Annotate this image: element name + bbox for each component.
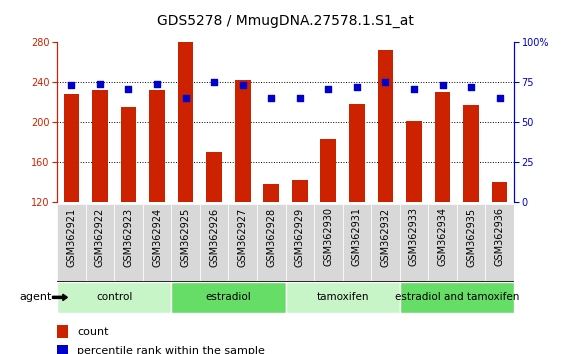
Bar: [406, 121, 422, 202]
FancyBboxPatch shape: [457, 204, 485, 281]
Text: GSM362935: GSM362935: [466, 207, 476, 267]
Point: [95, 81, 104, 87]
FancyBboxPatch shape: [485, 204, 514, 281]
Text: agent: agent: [19, 292, 51, 302]
Bar: [63, 94, 79, 202]
FancyBboxPatch shape: [228, 204, 257, 281]
FancyBboxPatch shape: [400, 282, 514, 313]
Text: GSM362921: GSM362921: [66, 207, 77, 267]
Text: GSM362930: GSM362930: [323, 207, 333, 267]
Text: GDS5278 / MmugDNA.27578.1.S1_at: GDS5278 / MmugDNA.27578.1.S1_at: [157, 14, 414, 28]
Text: estradiol and tamoxifen: estradiol and tamoxifen: [395, 292, 519, 302]
FancyBboxPatch shape: [428, 204, 457, 281]
Text: GSM362924: GSM362924: [152, 207, 162, 267]
Text: GSM362936: GSM362936: [494, 207, 505, 267]
Point: [324, 86, 333, 92]
Text: control: control: [96, 292, 132, 302]
FancyBboxPatch shape: [286, 204, 314, 281]
Point: [238, 82, 247, 88]
Bar: [235, 80, 251, 202]
Text: GSM362922: GSM362922: [95, 207, 105, 267]
Point: [409, 86, 419, 92]
Text: GSM362932: GSM362932: [380, 207, 391, 267]
Bar: [149, 90, 165, 202]
Point: [381, 80, 390, 85]
Text: estradiol: estradiol: [206, 292, 251, 302]
Text: GSM362933: GSM362933: [409, 207, 419, 267]
FancyBboxPatch shape: [286, 282, 400, 313]
Text: GSM362928: GSM362928: [266, 207, 276, 267]
FancyBboxPatch shape: [57, 282, 171, 313]
Bar: [349, 104, 365, 202]
FancyBboxPatch shape: [171, 204, 200, 281]
Text: GSM362926: GSM362926: [209, 207, 219, 267]
Bar: [120, 107, 136, 202]
Bar: [57, 345, 68, 354]
Text: tamoxifen: tamoxifen: [316, 292, 369, 302]
Text: GSM362923: GSM362923: [123, 207, 134, 267]
FancyBboxPatch shape: [171, 282, 286, 313]
Text: GSM362931: GSM362931: [352, 207, 362, 267]
Bar: [206, 152, 222, 202]
Point: [295, 96, 304, 101]
Point: [210, 80, 219, 85]
Bar: [292, 180, 308, 202]
FancyBboxPatch shape: [57, 204, 86, 281]
FancyBboxPatch shape: [200, 204, 228, 281]
FancyBboxPatch shape: [86, 204, 114, 281]
FancyBboxPatch shape: [400, 204, 428, 281]
FancyBboxPatch shape: [343, 204, 371, 281]
Bar: [463, 105, 479, 202]
Bar: [320, 139, 336, 202]
FancyBboxPatch shape: [114, 204, 143, 281]
Bar: [492, 182, 508, 202]
Point: [467, 84, 476, 90]
Bar: [92, 90, 108, 202]
FancyBboxPatch shape: [314, 204, 343, 281]
Bar: [57, 325, 68, 338]
FancyBboxPatch shape: [371, 204, 400, 281]
Point: [152, 81, 162, 87]
Point: [352, 84, 361, 90]
Bar: [377, 50, 393, 202]
FancyBboxPatch shape: [143, 204, 171, 281]
Text: GSM362927: GSM362927: [238, 207, 248, 267]
Text: percentile rank within the sample: percentile rank within the sample: [77, 346, 265, 354]
Point: [124, 86, 133, 92]
Text: count: count: [77, 327, 108, 337]
Point: [67, 82, 76, 88]
Point: [438, 82, 447, 88]
Bar: [263, 184, 279, 202]
Text: GSM362929: GSM362929: [295, 207, 305, 267]
FancyBboxPatch shape: [257, 204, 286, 281]
Bar: [435, 92, 451, 202]
Point: [267, 96, 276, 101]
Text: GSM362934: GSM362934: [437, 207, 448, 267]
Bar: [178, 42, 194, 202]
Point: [181, 96, 190, 101]
Text: GSM362925: GSM362925: [180, 207, 191, 267]
Point: [495, 96, 504, 101]
